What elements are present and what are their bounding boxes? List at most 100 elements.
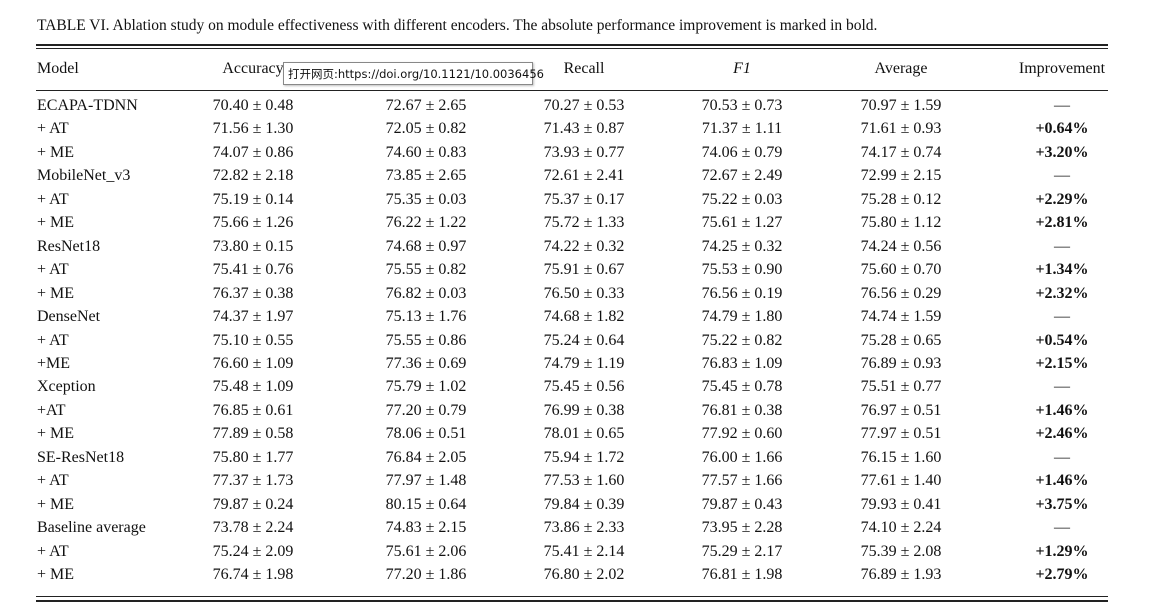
table-cell: 76.81 ± 1.98	[701, 566, 783, 583]
row-label: + AT	[37, 261, 69, 279]
table-cell: 75.41 ± 2.14	[543, 542, 625, 560]
table-cell: 75.55 ± 0.82	[385, 261, 467, 279]
table-cell: 75.22 ± 0.82	[701, 331, 783, 349]
bottom-rule	[36, 596, 1108, 597]
table-cell: 76.99 ± 0.38	[543, 401, 625, 419]
table-cell: 73.95 ± 2.28	[701, 519, 783, 537]
table-cell: 75.29 ± 2.17	[701, 542, 783, 560]
table-cell: 74.37 ± 1.97	[212, 308, 294, 326]
row-label: DenseNet	[37, 308, 101, 326]
table-cell: 76.97 ± 0.51	[860, 401, 942, 419]
table-cell: 70.40 ± 0.48	[212, 97, 294, 114]
row-label: MobileNet_v3	[37, 167, 131, 185]
table-cell: 71.56 ± 1.30	[212, 120, 294, 138]
table-cell: 75.55 ± 0.86	[385, 331, 467, 349]
table-cell: 74.07 ± 0.86	[212, 143, 294, 161]
table-cell: 76.15 ± 1.60	[860, 448, 942, 466]
table-cell: 71.61 ± 0.93	[860, 120, 942, 138]
table-cell: —	[1054, 97, 1070, 114]
table-cell: 76.22 ± 1.22	[385, 214, 467, 232]
table-cell: 75.48 ± 1.09	[212, 378, 294, 396]
table-cell: 75.35 ± 0.03	[385, 190, 467, 208]
table-cell: 75.22 ± 0.03	[701, 190, 783, 208]
table-cell: 73.78 ± 2.24	[212, 519, 294, 537]
row-label: + ME	[37, 214, 75, 232]
table-cell: 73.86 ± 2.33	[543, 519, 625, 537]
table-cell: 75.91 ± 0.67	[543, 261, 625, 279]
table-cell: +2.32%	[1035, 284, 1089, 302]
table-cell: 76.89 ± 1.93	[860, 566, 942, 583]
table-cell: 76.37 ± 0.38	[212, 284, 294, 302]
table-cell: 75.61 ± 1.27	[701, 214, 783, 232]
header-cell: Improvement	[1018, 60, 1106, 77]
table-cell: 72.99 ± 2.15	[860, 167, 942, 185]
table-cell: 76.83 ± 1.09	[701, 354, 783, 372]
header-rule	[36, 90, 1108, 91]
table-cell: 75.13 ± 1.76	[385, 308, 467, 326]
table-cell: 75.80 ± 1.12	[860, 214, 942, 232]
table-cell: +2.79%	[1035, 566, 1089, 583]
row-label: + ME	[37, 143, 75, 161]
table-cell: 74.68 ± 0.97	[385, 237, 467, 255]
table-cell: 75.51 ± 0.77	[860, 378, 942, 396]
table-cell: 75.28 ± 0.12	[860, 190, 942, 208]
table-cell: 76.56 ± 0.29	[860, 284, 942, 302]
table-cell: 72.61 ± 2.41	[543, 167, 625, 185]
table-cell: 74.25 ± 0.32	[701, 237, 783, 255]
table-cell: 75.66 ± 1.26	[212, 214, 294, 232]
caption: TABLE VI. Ablation study on module effec…	[37, 17, 878, 34]
table-cell: 75.41 ± 0.76	[212, 261, 294, 279]
table-cell: 76.82 ± 0.03	[385, 284, 467, 302]
table-cell: —	[1054, 448, 1070, 466]
table-cell: 75.37 ± 0.17	[543, 190, 625, 208]
table-cell: 80.15 ± 0.64	[385, 495, 467, 513]
table-cell: 77.61 ± 1.40	[860, 472, 942, 490]
table-cell: 75.72 ± 1.33	[543, 214, 625, 232]
table-cell: 73.85 ± 2.65	[385, 167, 467, 185]
header-cell: Accuracy	[222, 60, 284, 77]
table-cell: 77.89 ± 0.58	[212, 425, 294, 443]
row-label: Baseline average	[37, 519, 146, 537]
table-cell: 76.00 ± 1.66	[701, 448, 783, 466]
table-cell: 77.53 ± 1.60	[543, 472, 625, 490]
table-cell: 75.61 ± 2.06	[385, 542, 467, 560]
table-cell: 79.87 ± 0.24	[212, 495, 294, 513]
table-cell: 72.05 ± 0.82	[385, 120, 467, 138]
table-cell: +3.20%	[1035, 143, 1089, 161]
table-cell: 74.83 ± 2.15	[385, 519, 467, 537]
table-cell: 75.39 ± 2.08	[860, 542, 942, 560]
table-cell: 70.53 ± 0.73	[701, 97, 783, 114]
table-cell: 71.37 ± 1.11	[701, 120, 783, 138]
table-cell: 75.28 ± 0.65	[860, 331, 942, 349]
table-cell: 76.60 ± 1.09	[212, 354, 294, 372]
table-cell: +2.46%	[1035, 425, 1089, 443]
table-cell: 74.10 ± 2.24	[860, 519, 942, 537]
table-cell: 76.89 ± 0.93	[860, 354, 942, 372]
table-cell: 79.93 ± 0.41	[860, 495, 942, 513]
table-cell: +1.29%	[1035, 542, 1089, 560]
table-cell: —	[1054, 167, 1070, 185]
table-cell: +1.46%	[1035, 401, 1089, 419]
table-cell: 74.22 ± 0.32	[543, 237, 625, 255]
table-cell: —	[1054, 237, 1070, 255]
row-label: +AT	[37, 401, 66, 419]
row-label: Xception	[37, 378, 96, 396]
table-cell: +3.75%	[1035, 495, 1089, 513]
table-cell: 74.17 ± 0.74	[860, 143, 942, 161]
table-cell: 74.60 ± 0.83	[385, 143, 467, 161]
table-cell: 76.81 ± 0.38	[701, 401, 783, 419]
table-cell: 75.80 ± 1.77	[212, 448, 294, 466]
table-cell: 76.80 ± 2.02	[543, 566, 625, 583]
row-label: + AT	[37, 472, 69, 490]
table-cell: 75.94 ± 1.72	[543, 448, 625, 466]
table-cell: 74.74 ± 1.59	[860, 308, 942, 326]
table-cell: 76.85 ± 0.61	[212, 401, 294, 419]
row-label: SE-ResNet18	[37, 448, 125, 466]
table-cell: 70.97 ± 1.59	[860, 97, 942, 114]
table-cell: +1.46%	[1035, 472, 1089, 490]
row-label: + AT	[37, 120, 69, 138]
table-cell: 77.20 ± 0.79	[385, 401, 467, 419]
table-cell: +0.64%	[1035, 120, 1089, 138]
table-cell: 75.19 ± 0.14	[212, 190, 294, 208]
